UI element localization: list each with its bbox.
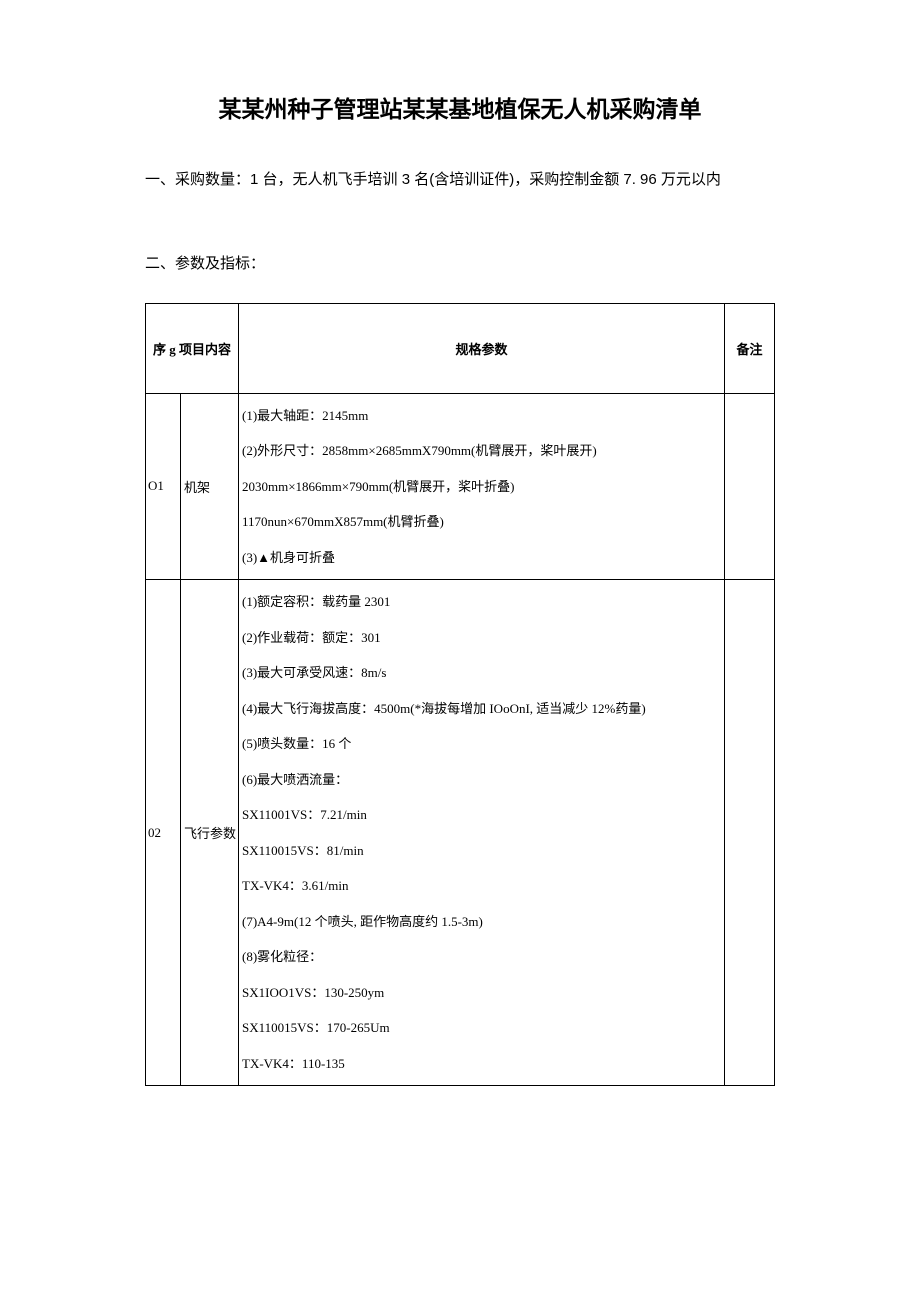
table-header-row: 序 g 项目内容 规格参数 备注	[146, 303, 775, 393]
header-note: 备注	[725, 303, 775, 393]
cell-item: 飞行参数	[181, 580, 239, 1086]
spec-line: TX-VK4：110-135	[242, 1054, 721, 1074]
spec-line: (7)A4-9m(12 个喷头, 距作物高度约 1.5-3m)	[242, 912, 721, 932]
cell-item: 机架	[181, 393, 239, 580]
spec-line: (2)作业载荷：额定：301	[242, 628, 721, 648]
spec-line: SX1IOO1VS：130-250ym	[242, 983, 721, 1003]
table-row: O1机架(1)最大轴距：2145mm (2)外形尺寸：2858mm×2685mmX…	[146, 393, 775, 580]
spec-line: 1170nun×670mmX857mm(机臂折叠)	[242, 512, 721, 532]
spec-line: (3)最大可承受风速：8m/s	[242, 663, 721, 683]
cell-seq: O1	[146, 393, 181, 580]
document-title: 某某州种子管理站某某基地植保无人机采购清单	[145, 90, 775, 124]
spec-line: (2)外形尺寸：2858mm×2685mmX790mm(机臂展开，桨叶展开)	[242, 441, 721, 461]
spec-line: (5)喷头数量：16 个	[242, 734, 721, 754]
table-row: 02飞行参数(1)额定容积：载药量 2301 (2)作业载荷：额定：301 (3)最…	[146, 580, 775, 1086]
spec-line: (8)雾化粒径：	[242, 947, 721, 967]
spec-line: 2030mm×1866mm×790mm(机臂展开，桨叶折叠)	[242, 477, 721, 497]
cell-note	[725, 580, 775, 1086]
header-item: 项目内容	[176, 342, 231, 357]
cell-spec: (1)最大轴距：2145mm (2)外形尺寸：2858mm×2685mmX790m…	[239, 393, 725, 580]
spec-line: (6)最大喷洒流量：	[242, 770, 721, 790]
section-1-header: 一、采购数量：1 台，无人机飞手培训 3 名(含培训证件)，采购控制金额 7. …	[145, 169, 775, 192]
spec-table: 序 g 项目内容 规格参数 备注 O1机架(1)最大轴距：2145mm (2)外形…	[145, 303, 775, 1087]
header-spec: 规格参数	[239, 303, 725, 393]
spec-line: SX110015VS：81/min	[242, 841, 721, 861]
spec-line: SX11001VS：7.21/min	[242, 805, 721, 825]
spec-line: SX110015VS：170-265Um	[242, 1018, 721, 1038]
section-2-header: 二、参数及指标：	[145, 252, 775, 273]
spec-line: TX-VK4：3.61/min	[242, 876, 721, 896]
spec-line: (1)最大轴距：2145mm	[242, 406, 721, 426]
spec-line: (1)额定容积：载药量 2301	[242, 592, 721, 612]
cell-spec: (1)额定容积：载药量 2301 (2)作业载荷：额定：301 (3)最大可承受风速…	[239, 580, 725, 1086]
section-1-text: 1 台，无人机飞手培训 3 名(含培训证件)，采购控制金额 7. 96 万元以内	[250, 171, 721, 188]
cell-note	[725, 393, 775, 580]
spec-line: (4)最大飞行海拔高度：4500m(*海拔每增加 IOoOnI, 适当减少 12…	[242, 699, 721, 719]
spec-line: (3)▲机身可折叠	[242, 548, 721, 568]
header-seq-item: 序 g 项目内容	[146, 303, 239, 393]
cell-seq: 02	[146, 580, 181, 1086]
section-1-label: 一、采购数量：	[145, 172, 250, 188]
header-seq-prefix: 序	[153, 342, 169, 357]
